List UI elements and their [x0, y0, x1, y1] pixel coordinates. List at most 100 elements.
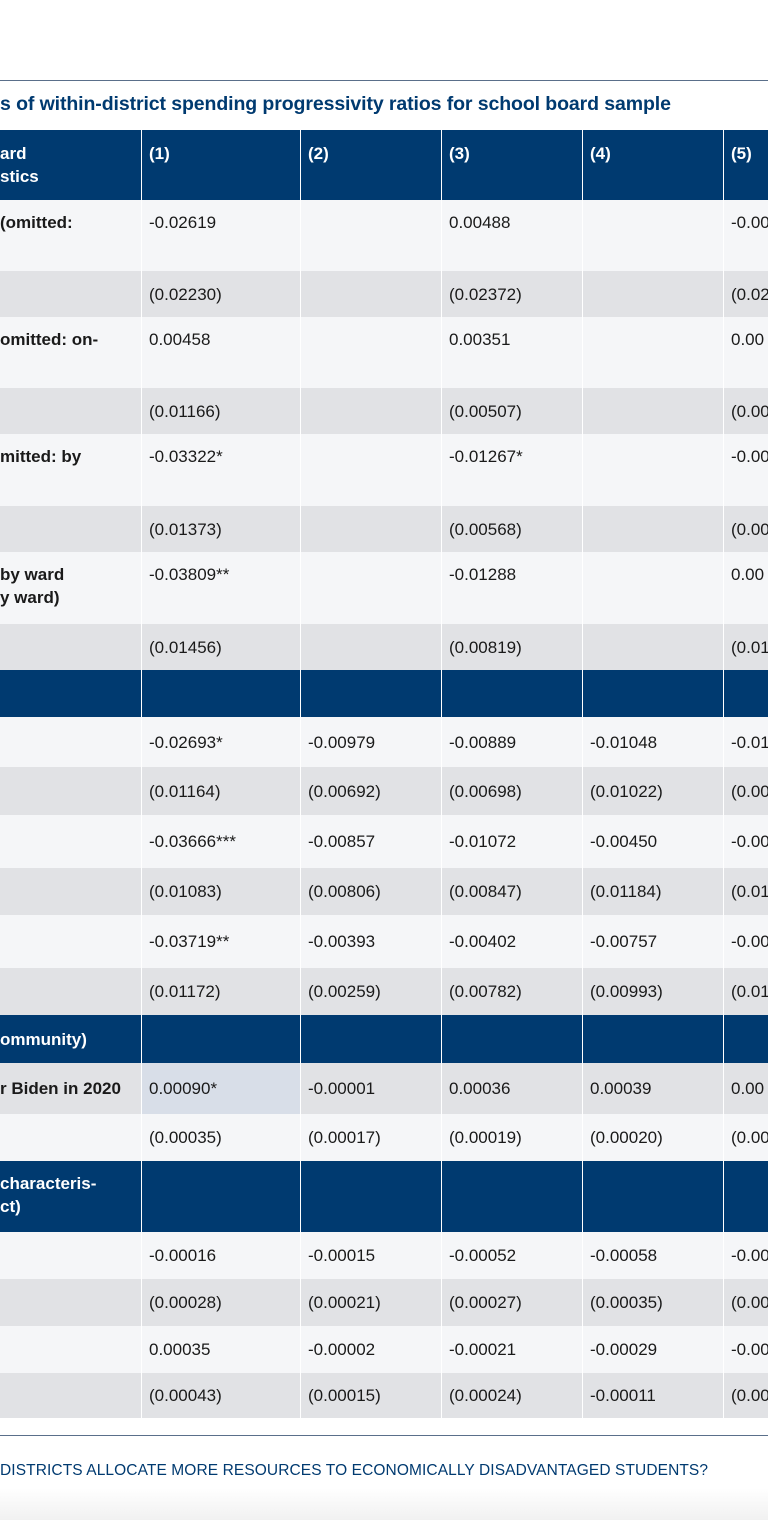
table-cell: 0.00	[731, 1079, 765, 1098]
table-cell: -0.00015	[308, 1246, 376, 1265]
table-cell: -0.01	[731, 733, 768, 752]
table-row: (0.00035) (0.00017) (0.00019) (0.00020) (0.0…	[0, 1114, 768, 1161]
bottom-fade	[0, 1488, 768, 1520]
table-cell: -0.00402	[449, 932, 517, 951]
header-label-line: stics	[0, 167, 39, 186]
table-cell: (0.01373)	[149, 520, 222, 539]
header-label-line: ard	[0, 144, 27, 163]
table-cell: -0.00002	[308, 1340, 376, 1359]
table-cell	[441, 1015, 582, 1063]
table-cell: (0.00021)	[308, 1293, 381, 1312]
header-col-3: (3)	[449, 144, 470, 163]
table-row: (0.01164) (0.00692) (0.00698) (0.01022) (0.0…	[0, 767, 768, 815]
table-cell: (0.00	[731, 520, 768, 539]
table-row: (0.02230) (0.02372) (0.02	[0, 271, 768, 317]
row-label	[0, 1279, 141, 1326]
table-cell: -0.00889	[449, 733, 517, 752]
row-label	[0, 670, 141, 717]
table-row: (0.01456) (0.00819) (0.01	[0, 624, 768, 670]
table-row: omitted: on- 0.00458 0.00351 0.00	[0, 317, 768, 388]
table-cell: -0.03666***	[149, 832, 236, 851]
table-cell: (0.00035)	[149, 1128, 222, 1147]
table-cell: (0.02	[731, 285, 768, 304]
table-cell	[300, 434, 441, 506]
table-row: r Biden in 2020 0.00090* -0.00001 0.00036 0.…	[0, 1063, 768, 1114]
table-cell: -0.03809**	[149, 565, 230, 584]
table-row: (0.01172) (0.00259) (0.00782) (0.00993) (0.0…	[0, 968, 768, 1015]
table-cell: (0.00027)	[449, 1293, 522, 1312]
table-cell: (0.01166)	[149, 402, 221, 421]
table-cell: (0.00568)	[449, 520, 522, 539]
section-header-row	[0, 670, 768, 717]
table-cell: (0.02372)	[449, 285, 522, 304]
table-cell: (0.00698)	[449, 782, 522, 801]
table-cell	[141, 670, 300, 717]
row-label	[0, 767, 141, 815]
table-cell	[582, 1161, 723, 1232]
table-cell	[300, 506, 441, 552]
table-row: (0.01083) (0.00806) (0.00847) (0.01184) (0.0…	[0, 868, 768, 915]
table-cell: -0.00757	[590, 932, 658, 951]
row-label	[0, 815, 141, 868]
row-label-line: ct)	[0, 1197, 21, 1216]
row-label-line: r Biden in 2020	[0, 1079, 121, 1098]
table-cell: 0.00351	[449, 330, 511, 349]
table-cell	[723, 670, 768, 717]
table-cell	[300, 670, 441, 717]
table-cell	[141, 1161, 300, 1232]
table-cell	[300, 317, 441, 388]
bottom-rule	[0, 1435, 768, 1436]
table-row: -0.02693* -0.00979 -0.00889 -0.01048 -0.01	[0, 717, 768, 767]
table-cell	[300, 1161, 441, 1232]
row-label-line: (omitted:	[0, 213, 73, 232]
table-row: -0.00016 -0.00015 -0.00052 -0.00058 -0.00	[0, 1232, 768, 1279]
table-cell	[582, 271, 723, 317]
table-cell	[582, 388, 723, 434]
table-cell: 0.00035	[149, 1340, 211, 1359]
table-cell: -0.00	[731, 832, 768, 851]
table-cell: (0.00259)	[308, 982, 381, 1001]
table-cell: -0.00393	[308, 932, 376, 951]
table-cell: (0.01164)	[149, 782, 221, 801]
table-cell: (0.00035)	[590, 1293, 663, 1312]
table-cell: 0.00	[731, 565, 765, 584]
table-cell: (0.00043)	[149, 1386, 222, 1405]
table-cell	[582, 200, 723, 271]
table-cell: (0.00020)	[590, 1128, 663, 1147]
table-cell: -0.03322*	[149, 447, 223, 466]
row-label	[0, 388, 141, 434]
table-cell: 0.00488	[449, 213, 511, 232]
table-cell: -0.00979	[308, 733, 376, 752]
row-label	[0, 271, 141, 317]
table-cell: -0.00001	[308, 1079, 376, 1098]
table-cell: (0.00806)	[308, 882, 381, 901]
table-cell: (0.00	[731, 1293, 768, 1312]
table-cell	[441, 670, 582, 717]
table-cell	[582, 670, 723, 717]
table-cell: (0.01083)	[149, 882, 222, 901]
table-cell: -0.02619	[149, 213, 217, 232]
table-row: by ward y ward) -0.03809** -0.01288 0.00	[0, 552, 768, 624]
table-cell	[582, 624, 723, 670]
row-label-line: ommunity)	[0, 1030, 87, 1049]
row-label	[0, 968, 141, 1015]
table-cell	[582, 317, 723, 388]
section-header-row: characteris-ct)	[0, 1161, 768, 1232]
table-cell: -0.03719**	[149, 932, 230, 951]
table-cell: -0.00052	[449, 1246, 517, 1265]
table-cell	[300, 624, 441, 670]
table-cell: (0.01022)	[590, 782, 663, 801]
row-label: r Biden in 2020	[0, 1063, 141, 1114]
table-cell: -0.00	[731, 932, 768, 951]
table-cell	[441, 1161, 582, 1232]
table-row: (0.00043) (0.00015) (0.00024) -0.00011 (0.00	[0, 1373, 768, 1418]
table-cell: -0.00857	[308, 832, 376, 851]
table-cell	[300, 200, 441, 271]
table-cell: (0.00	[731, 1386, 768, 1405]
table-cell	[300, 552, 441, 624]
table-row: -0.03666*** -0.00857 -0.01072 -0.00450 -0.00	[0, 815, 768, 868]
table-cell: -0.00029	[590, 1340, 658, 1359]
table-cell: -0.00450	[590, 832, 658, 851]
table-cell: (0.01	[731, 882, 768, 901]
table-cell: -0.00	[731, 213, 768, 232]
